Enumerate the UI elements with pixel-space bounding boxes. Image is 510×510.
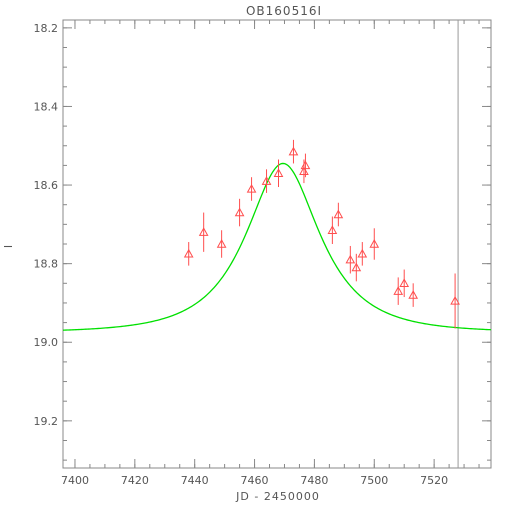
x-tick-label: 7520 — [420, 474, 448, 487]
x-tick-label: 7480 — [300, 474, 328, 487]
axis-ticks — [63, 20, 491, 468]
data-point-triangle — [333, 209, 344, 219]
plot-border — [62, 19, 492, 469]
y-tick-labels: 18.2 18.4 18.6 18.8 19.0 19.2 — [34, 22, 59, 428]
y-tick-label: 18.6 — [34, 179, 59, 192]
x-axis-label: JD - 2450000 — [235, 490, 320, 503]
y-axis-label: I — [2, 244, 15, 248]
data-point-triangle — [183, 248, 194, 258]
data-points-group — [183, 139, 460, 329]
data-point-triangle — [351, 262, 362, 272]
data-point-triangle — [216, 238, 227, 248]
data-point-triangle — [408, 290, 419, 299]
data-point-triangle — [369, 238, 380, 248]
x-tick-label: 7440 — [181, 474, 209, 487]
plot-frame — [62, 19, 492, 469]
x-tick-labels: 7400 7420 7440 7460 7480 7500 7520 — [61, 474, 448, 487]
data-point-triangle — [327, 225, 338, 234]
x-tick-label: 7420 — [121, 474, 149, 487]
x-tick-label: 7460 — [241, 474, 269, 487]
data-point-triangle — [357, 248, 368, 258]
data-point-triangle — [300, 160, 311, 170]
x-tick-label: 7500 — [360, 474, 388, 487]
y-tick-label: 18.8 — [34, 258, 59, 271]
model-curve — [62, 162, 492, 331]
data-point-triangle — [393, 286, 404, 295]
y-tick-label: 19.0 — [34, 336, 59, 349]
data-point-triangle — [273, 168, 284, 177]
data-point-triangle — [234, 207, 245, 217]
x-tick-label: 7400 — [61, 474, 89, 487]
chart-title: OB160516I — [246, 4, 322, 18]
data-point-triangle — [246, 183, 257, 193]
data-point-triangle — [299, 166, 309, 175]
model-curve-group — [62, 162, 492, 331]
y-tick-label: 18.2 — [34, 22, 59, 35]
data-point-triangle — [399, 278, 410, 287]
y-tick-label: 19.2 — [34, 415, 59, 428]
data-point-triangle — [288, 146, 299, 156]
y-tick-label: 18.4 — [34, 100, 59, 113]
data-point-triangle — [450, 295, 460, 305]
data-point-triangle — [345, 254, 356, 264]
data-point-triangle — [261, 176, 272, 185]
data-point-triangle — [198, 227, 209, 236]
